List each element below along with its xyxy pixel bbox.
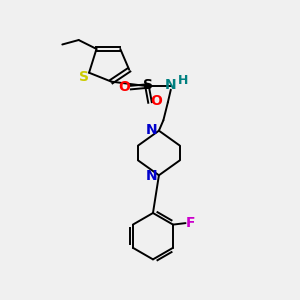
Text: N: N <box>146 123 157 137</box>
Text: N: N <box>165 78 177 92</box>
Text: F: F <box>186 216 196 230</box>
Text: O: O <box>150 94 162 108</box>
Text: S: S <box>79 70 89 84</box>
Text: N: N <box>146 169 157 183</box>
Text: O: O <box>118 80 130 94</box>
Text: H: H <box>178 74 188 87</box>
Text: S: S <box>142 78 153 92</box>
